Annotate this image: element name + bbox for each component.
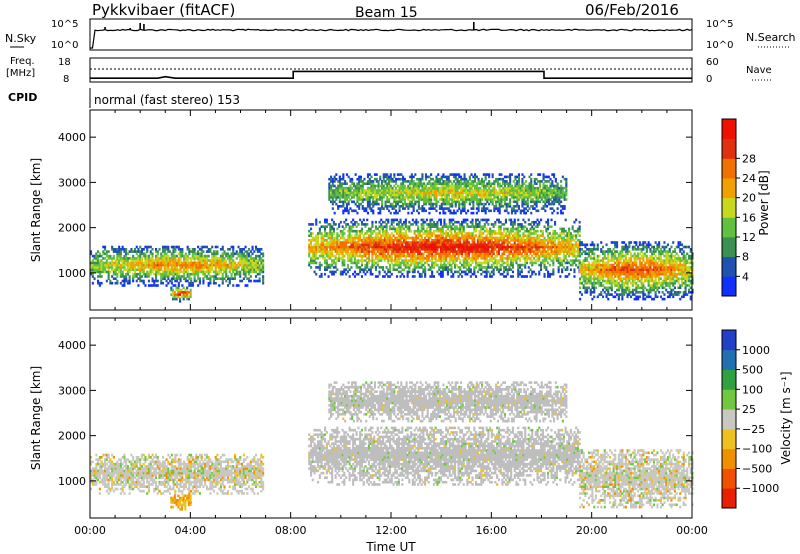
station-title: Pykkvibaer (fitACF): [92, 1, 235, 19]
power-echo-pixels: [90, 173, 694, 303]
beam-title: Beam 15: [355, 5, 418, 21]
y-tick-label: 3000: [58, 384, 86, 397]
power-colorbar: 4 8 12 16 20 24 28: [721, 118, 756, 297]
velocity-colorbar: −1000 −500 −100 −25 25 100 500 1000: [721, 329, 779, 509]
power-ylabel: Slant Range [km]: [29, 158, 43, 262]
velocity-ylabel: Slant Range [km]: [29, 366, 43, 470]
colorbar-tick-label: 24: [742, 172, 756, 185]
y-tick-label: 2000: [58, 430, 86, 443]
noise-right-tick-top: 10^5: [706, 19, 733, 30]
power-colorbar-label: Power [dB]: [757, 170, 771, 235]
colorbar-tick-label: 28: [742, 152, 756, 165]
x-tick-label: 08:00: [275, 524, 307, 537]
y-tick-label: 2000: [58, 222, 86, 235]
freq-right-tick-bottom: 0: [706, 74, 712, 85]
frequency-panel: Freq. [MHz] 18 8 60 0 Nave: [6, 56, 772, 85]
noise-right-tick-bottom: 10^0: [706, 40, 733, 51]
y-tick-label: 4000: [58, 339, 86, 352]
noise-left-label: N.Sky: [5, 32, 37, 45]
colorbar-tick-label: 1000: [742, 344, 770, 357]
colorbar-tick-label: −500: [742, 462, 772, 475]
noise-right-label: N.Search: [746, 31, 796, 44]
colorbar-tick-label: 12: [742, 231, 756, 244]
x-tick-label: 00:00: [676, 524, 708, 537]
x-tick-label: 00:00: [74, 524, 106, 537]
date-title: 06/Feb/2016: [585, 1, 679, 19]
x-tick-label: 04:00: [174, 524, 206, 537]
nave-label: Nave: [746, 65, 772, 76]
noise-sky-line: [90, 28, 693, 49]
noise-panel: N.Sky 10^5 10^0 10^5 10^0 N.Search: [5, 18, 796, 51]
y-tick-label: 1000: [58, 475, 86, 488]
power-panel: Slant Range [km] 1000 2000 3000 4000: [29, 109, 694, 311]
y-tick-label: 4000: [58, 131, 86, 144]
y-tick-label: 1000: [58, 267, 86, 280]
noise-left-tick-bottom: 10^0: [51, 40, 78, 51]
freq-label-line2: [MHz]: [6, 68, 35, 79]
cpid-value: normal (fast stereo) 153: [94, 93, 240, 107]
noise-left-tick-top: 10^5: [51, 19, 78, 30]
colorbar-tick-label: 4: [742, 270, 749, 283]
colorbar-tick-label: −25: [742, 423, 765, 436]
colorbar-tick-label: 100: [742, 383, 763, 396]
freq-left-tick-bottom: 8: [63, 74, 69, 85]
time-axis-label: Time UT: [365, 540, 416, 554]
freq-right-tick-top: 60: [706, 57, 719, 68]
freq-left-tick-top: 18: [58, 57, 71, 68]
colorbar-tick-label: −1000: [742, 482, 779, 495]
x-tick-label: 12:00: [375, 524, 407, 537]
velocity-panel: Slant Range [km] 1000 2000 3000 4000 00:00 0…: [29, 317, 708, 537]
frequency-line: [90, 70, 692, 79]
colorbar-tick-label: −100: [742, 443, 772, 456]
colorbar-tick-label: 16: [742, 211, 756, 224]
colorbar-tick-label: 500: [742, 364, 763, 377]
colorbar-tick-label: 8: [742, 251, 749, 264]
velocity-echo-pixels: [90, 381, 694, 511]
velocity-colorbar-label: Velocity [m s⁻¹]: [779, 371, 793, 464]
x-tick-label: 20:00: [576, 524, 608, 537]
y-tick-label: 3000: [58, 176, 86, 189]
freq-label-line1: Freq.: [10, 56, 35, 67]
colorbar-tick-label: 20: [742, 192, 756, 205]
cpid-label: CPID: [8, 91, 37, 104]
colorbar-tick-label: 25: [742, 403, 756, 416]
x-tick-label: 16:00: [475, 524, 507, 537]
